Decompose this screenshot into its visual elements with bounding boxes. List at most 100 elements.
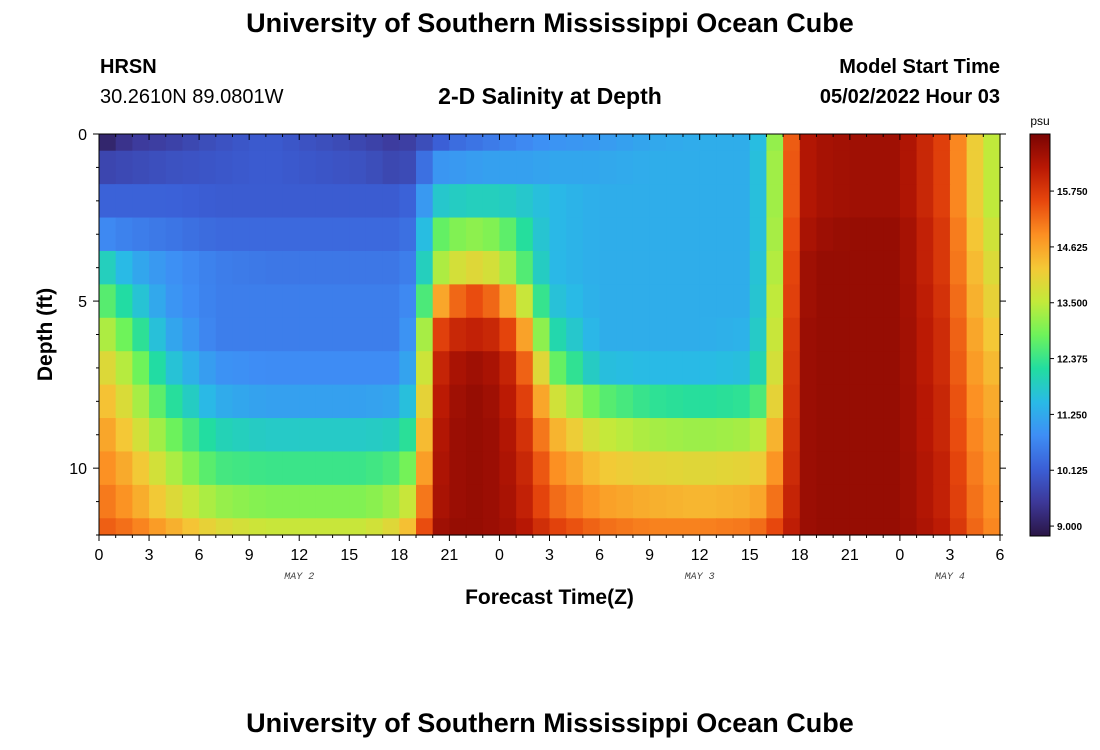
heatmap-cell	[682, 351, 701, 386]
heatmap-cell	[349, 284, 367, 319]
heatmap-cell	[699, 250, 717, 285]
heatmap-cell	[199, 484, 217, 519]
heatmap-cell	[232, 217, 250, 252]
heatmap-cell	[99, 518, 117, 536]
heatmap-cell	[899, 384, 918, 419]
heatmap-cell	[899, 317, 918, 352]
heatmap-cell	[282, 518, 300, 536]
heatmap-cell	[132, 384, 150, 419]
heatmap-cell	[666, 451, 684, 486]
x-axis-title: Forecast Time(Z)	[465, 586, 634, 609]
colorbar-tick-label: 14.625	[1057, 243, 1088, 254]
heatmap-cell	[883, 284, 901, 319]
heatmap-cell	[249, 484, 267, 519]
heatmap-cell	[199, 184, 217, 219]
heatmap-cell	[532, 134, 551, 152]
heatmap-cell	[749, 134, 768, 152]
heatmap-cell	[182, 317, 200, 352]
heatmap-cell	[299, 250, 317, 285]
x-tick-label: 9	[645, 547, 654, 564]
heatmap-cell	[783, 317, 801, 352]
heatmap-cell	[482, 384, 501, 419]
heatmap-cell	[866, 351, 884, 386]
colorbar-gradient	[1029, 133, 1051, 537]
heatmap-cell	[749, 284, 768, 319]
heatmap-cell	[566, 250, 584, 285]
x-tick-label: 6	[195, 547, 204, 564]
heatmap-cell	[783, 351, 801, 386]
x-tick-label: 21	[841, 547, 859, 564]
heatmap-cell	[315, 284, 334, 319]
heatmap-cell	[432, 518, 450, 536]
heatmap-cell	[382, 384, 400, 419]
heatmap-cell	[616, 217, 634, 252]
heatmap-cell	[682, 518, 701, 536]
heatmap-cell	[532, 451, 551, 486]
heatmap-cell	[599, 518, 617, 536]
heatmap-cell	[599, 484, 617, 519]
heatmap-cell	[416, 134, 434, 152]
heatmap-cell	[432, 150, 450, 185]
heatmap-cell	[949, 484, 968, 519]
heatmap-cell	[349, 184, 367, 219]
heatmap-cell	[883, 150, 901, 185]
heatmap-cell	[783, 150, 801, 185]
heatmap-cell	[199, 250, 217, 285]
heatmap-cell	[899, 150, 918, 185]
heatmap-cell	[332, 384, 350, 419]
heatmap-cell	[332, 451, 350, 486]
heatmap-cell	[916, 250, 934, 285]
x-tick-label: 18	[791, 547, 809, 564]
heatmap-cell	[532, 217, 551, 252]
heatmap-cell	[499, 184, 517, 219]
heatmap-cell	[199, 418, 217, 453]
heatmap-cell	[482, 150, 501, 185]
heatmap-cell	[215, 384, 234, 419]
heatmap-cell	[799, 217, 818, 252]
heatmap-cell	[549, 134, 567, 152]
heatmap-cell	[733, 217, 751, 252]
heatmap-cell	[816, 217, 834, 252]
heatmap-cell	[249, 184, 267, 219]
heatmap-cell	[132, 217, 150, 252]
heatmap-cell	[682, 484, 701, 519]
heatmap-cell	[432, 418, 450, 453]
heatmap-cell	[232, 518, 250, 536]
heatmap-cell	[282, 418, 300, 453]
heatmap-cell	[532, 284, 551, 319]
heatmap-cell	[299, 134, 317, 152]
heatmap-cell	[532, 484, 551, 519]
heatmap-cell	[165, 317, 184, 352]
heatmap-cell	[382, 150, 400, 185]
heatmap-cell	[649, 451, 667, 486]
heatmap-cell	[682, 217, 701, 252]
heatmap-cell	[833, 351, 851, 386]
heatmap-cell	[582, 317, 601, 352]
heatmap-cell	[749, 384, 768, 419]
heatmap-cell	[766, 217, 784, 252]
heatmap-cell	[132, 284, 150, 319]
heatmap-cell	[766, 317, 784, 352]
heatmap-cell	[365, 351, 384, 386]
heatmap-cell	[399, 250, 417, 285]
heatmap-cell	[416, 150, 434, 185]
heatmap-cell	[299, 451, 317, 486]
heatmap-cell	[566, 418, 584, 453]
y-axis: 0 5 10	[69, 127, 1006, 536]
heatmap-cell	[299, 484, 317, 519]
heatmap-cell	[132, 317, 150, 352]
heatmap-cell	[199, 284, 217, 319]
heatmap-cell	[716, 484, 734, 519]
heatmap-cell	[682, 150, 701, 185]
heatmap-cell	[682, 134, 701, 152]
heatmap-cell	[265, 351, 284, 386]
heatmap-cell	[682, 317, 701, 352]
heatmap-cell	[349, 384, 367, 419]
heatmap-cell	[365, 184, 384, 219]
x-tick-label: 12	[290, 547, 308, 564]
heatmap-cell	[516, 284, 534, 319]
heatmap-cell	[733, 134, 751, 152]
heatmap-cell	[749, 317, 768, 352]
heatmap-cell	[833, 418, 851, 453]
heatmap-cell	[516, 384, 534, 419]
